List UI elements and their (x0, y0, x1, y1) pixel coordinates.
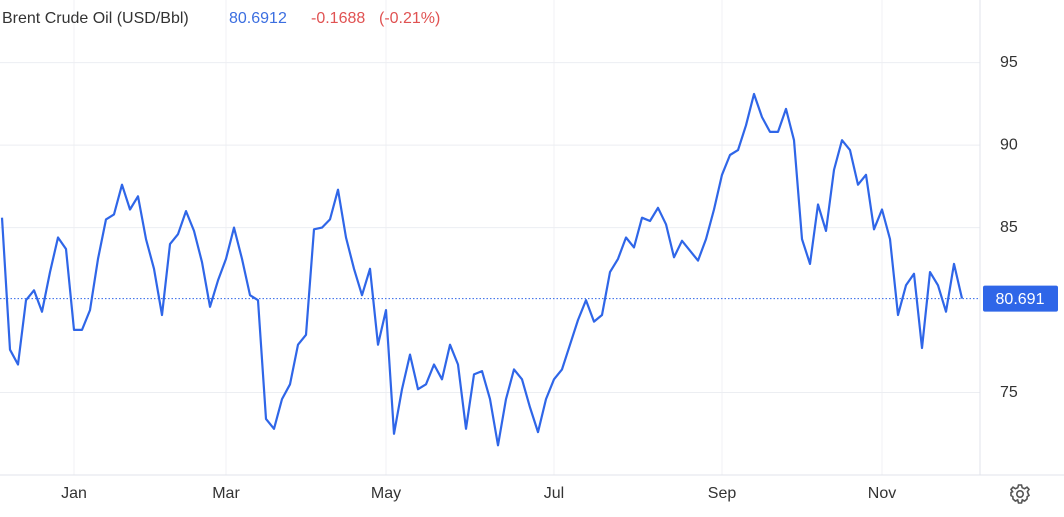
y-tick-label: 85 (1000, 219, 1018, 236)
change-percent: (-0.21%) (379, 10, 440, 27)
x-tick-label: Sep (708, 485, 737, 502)
chart-title: Brent Crude Oil (USD/Bbl) (2, 10, 189, 27)
x-tick-label: Mar (212, 485, 240, 502)
price-line (0, 92, 964, 447)
x-tick-label: Jan (61, 485, 87, 502)
x-tick-label: Jul (544, 485, 564, 502)
y-tick-label: 75 (1000, 384, 1018, 401)
x-tick-label: Nov (868, 485, 896, 502)
current-price-box (983, 285, 1058, 312)
x-tick-label: May (371, 485, 401, 502)
y-tick-label: 95 (1000, 54, 1018, 71)
current-price-label: 80.691 (996, 291, 1045, 308)
change: -0.1688 (311, 10, 365, 27)
y-tick-label: 90 (1000, 136, 1018, 153)
settings-icon[interactable] (1009, 484, 1031, 504)
price: 80.6912 (229, 10, 287, 27)
